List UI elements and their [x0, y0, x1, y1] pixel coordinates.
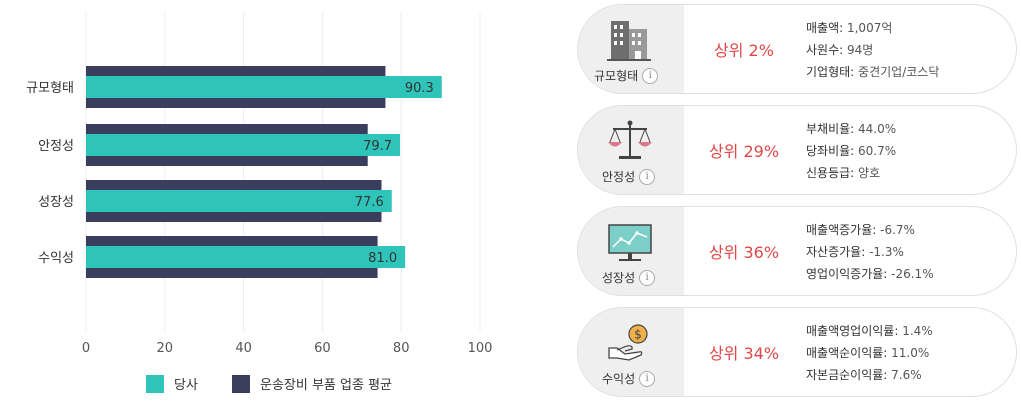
metric-row: 당좌비율: 60.7%	[806, 140, 896, 162]
balance-scale-icon	[608, 120, 652, 159]
svg-text:$: $	[634, 328, 642, 342]
card-rank: 상위 29%	[708, 142, 780, 161]
card-profitability: $ 수익성 i 상위 34% 매출액영업이익률: 1.4% 매출액순이익률: 1…	[577, 307, 1017, 397]
x-tick-label: 60	[314, 341, 331, 356]
metric-label: 매출액순이익률:	[806, 346, 892, 360]
y-category-label: 성장성	[38, 195, 74, 210]
metric-row: 영업이익증가율: -26.1%	[806, 263, 934, 285]
card-metrics: 매출액: 1,007억 사원수: 94명 기업형태: 중견기업/코스닥	[806, 17, 939, 83]
building-icon	[607, 21, 651, 61]
x-tick-label: 100	[468, 341, 493, 356]
card-rank: 상위 36%	[708, 243, 780, 262]
card-metrics: 매출액영업이익률: 1.4% 매출액순이익률: 11.0% 자본금순이익률: 7…	[806, 320, 933, 386]
metric-label: 자본금순이익률:	[806, 368, 892, 382]
x-tick-label: 80	[393, 341, 410, 356]
bar-data-label: 77.6	[355, 195, 384, 210]
metric-value: 양호	[858, 166, 881, 180]
chart-legend: 당사 운송장비 부품 업종 평균	[0, 374, 560, 398]
metric-label: 부채비율:	[806, 122, 859, 136]
info-icon[interactable]: i	[639, 269, 656, 286]
bar-chart: 0 20 40 60 80 100 규모형태 90.3 안정성 79.7 성장성 77.6 수익성 81.…	[26, 12, 493, 356]
legend-swatch-industry-average	[232, 374, 250, 393]
y-category-label: 규모형태	[26, 81, 74, 96]
y-category-label: 안정성	[38, 139, 74, 154]
bar-company	[86, 76, 442, 98]
money-hand-icon: $	[608, 324, 648, 361]
metric-row: 매출액순이익률: 11.0%	[806, 342, 933, 364]
card-scale: 규모형태 i 상위 2% 매출액: 1,007억 사원수: 94명 기업형태: …	[577, 4, 1017, 94]
metric-label: 자산증가율:	[806, 245, 870, 259]
metric-row: 자본금순이익률: 7.6%	[806, 364, 933, 386]
metric-row: 신용등급: 양호	[806, 162, 896, 184]
card-icon-panel: 성장성 i	[578, 207, 684, 295]
metric-label: 매출액영업이익률:	[806, 324, 903, 338]
bar-company	[86, 134, 401, 156]
card-metrics: 부채비율: 44.0% 당좌비율: 60.7% 신용등급: 양호	[806, 118, 896, 184]
legend-item-company[interactable]: 당사	[146, 374, 198, 393]
metric-row: 자산증가율: -1.3%	[806, 241, 934, 263]
metric-value: 1.4%	[902, 324, 933, 338]
metric-value: 11.0%	[891, 346, 930, 360]
card-stability: 안정성 i 상위 29% 부채비율: 44.0% 당좌비율: 60.7% 신용등…	[577, 105, 1017, 195]
legend-label-company: 당사	[174, 378, 198, 393]
metric-value: 1,007억	[846, 21, 893, 35]
metric-label: 기업형태:	[806, 65, 859, 79]
x-tick-label: 0	[82, 341, 90, 356]
metric-row: 기업형태: 중견기업/코스닥	[806, 61, 939, 83]
card-icon-panel: 안정성 i	[578, 106, 684, 194]
metric-value: 중견기업/코스닥	[858, 65, 940, 79]
bar-company	[86, 246, 406, 268]
metric-row: 매출액영업이익률: 1.4%	[806, 320, 933, 342]
metric-value: -1.3%	[869, 245, 904, 259]
metric-label: 신용등급:	[806, 166, 859, 180]
metric-label: 사원수:	[806, 43, 847, 57]
card-rank: 상위 2%	[714, 41, 774, 60]
card-growth: 성장성 i 상위 36% 매출액증가율: -6.7% 자산증가율: -1.3% …	[577, 206, 1017, 296]
metric-row: 사원수: 94명	[806, 39, 939, 61]
card-category-label: 안정성	[602, 170, 636, 184]
info-icon[interactable]: i	[642, 67, 659, 84]
metric-value: 44.0%	[858, 122, 897, 136]
x-tick-label: 20	[157, 341, 174, 356]
metric-value: -26.1%	[891, 267, 934, 281]
card-category-label: 성장성	[602, 271, 636, 285]
x-tick-label: 40	[235, 341, 252, 356]
legend-item-industry-average[interactable]: 운송장비 부품 업종 평균	[232, 374, 392, 393]
card-category-label: 수익성	[602, 372, 636, 386]
info-icon[interactable]: i	[639, 370, 656, 387]
card-metrics: 매출액증가율: -6.7% 자산증가율: -1.3% 영업이익증가율: -26.…	[806, 219, 934, 285]
metric-value: 7.6%	[891, 368, 922, 382]
metric-label: 영업이익증가율:	[806, 267, 892, 281]
info-icon[interactable]: i	[639, 168, 656, 185]
metric-row: 매출액: 1,007억	[806, 17, 939, 39]
legend-swatch-company	[146, 374, 164, 393]
bar-data-label: 81.0	[368, 251, 397, 266]
metric-row: 부채비율: 44.0%	[806, 118, 896, 140]
card-rank: 상위 34%	[708, 344, 780, 363]
metric-value: -6.7%	[880, 223, 915, 237]
card-category: 수익성 i	[602, 370, 656, 387]
bar-data-label: 90.3	[405, 81, 434, 96]
card-category: 안정성 i	[602, 168, 656, 185]
card-category: 규모형태 i	[594, 67, 659, 84]
metric-label: 당좌비율:	[806, 144, 859, 158]
bar-company	[86, 190, 392, 212]
metric-label: 매출액:	[806, 21, 847, 35]
card-icon-panel: $ 수익성 i	[578, 308, 684, 396]
card-icon-panel: 규모형태 i	[578, 5, 684, 93]
metric-value: 94명	[846, 43, 874, 57]
metric-label: 매출액증가율:	[806, 223, 881, 237]
card-category: 성장성 i	[602, 269, 656, 286]
card-category-label: 규모형태	[594, 69, 639, 83]
legend-label-industry-average: 운송장비 부품 업종 평균	[260, 378, 392, 393]
growth-monitor-icon	[608, 224, 652, 261]
y-category-label: 수익성	[38, 251, 74, 266]
metric-value: 60.7%	[858, 144, 897, 158]
bar-data-label: 79.7	[363, 139, 392, 154]
metric-row: 매출액증가율: -6.7%	[806, 219, 934, 241]
